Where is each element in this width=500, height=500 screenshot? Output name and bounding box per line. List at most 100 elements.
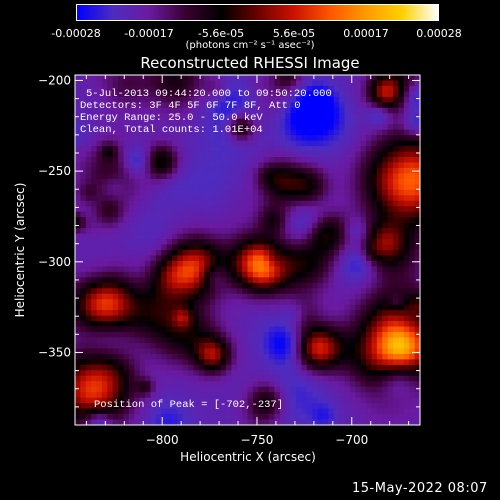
heatmap-cell	[258, 124, 265, 131]
heatmap-cell	[134, 91, 141, 98]
heatmap-cell	[263, 332, 270, 338]
heatmap-cell	[96, 146, 103, 152]
heatmap-cell	[398, 200, 405, 207]
heatmap-cell	[366, 195, 372, 202]
heatmap-cell	[204, 337, 211, 344]
heatmap-cell	[349, 293, 356, 300]
heatmap-cell	[242, 124, 248, 131]
heatmap-cell	[209, 381, 216, 388]
heatmap-cell	[107, 310, 114, 317]
heatmap-cell	[118, 135, 124, 142]
heatmap-cell	[366, 403, 372, 409]
heatmap-cell	[215, 370, 221, 377]
heatmap-cell	[193, 91, 200, 98]
heatmap-cell	[150, 80, 157, 87]
heatmap-cell	[252, 359, 259, 366]
heatmap-cell	[322, 332, 329, 338]
heatmap-cell	[349, 321, 356, 327]
heatmap-cell	[355, 222, 362, 229]
heatmap-cell	[382, 282, 389, 289]
heatmap-cell	[204, 195, 211, 202]
heatmap-cell	[123, 75, 130, 81]
heatmap-cell	[355, 118, 362, 125]
heatmap-cell	[161, 151, 168, 158]
heatmap-cell	[269, 260, 275, 267]
heatmap-cell	[339, 228, 345, 234]
heatmap-cell	[333, 342, 340, 349]
y-tick-label: −250	[38, 164, 71, 178]
heatmap-cell	[75, 135, 81, 142]
heatmap-cell	[204, 397, 211, 404]
heatmap-cell	[285, 359, 292, 366]
heatmap-cell	[75, 233, 81, 240]
heatmap-cell	[236, 277, 243, 284]
heatmap-cell	[112, 217, 119, 224]
heatmap-cell	[198, 392, 205, 399]
heatmap-cell	[107, 282, 114, 289]
heatmap-cell	[285, 386, 292, 393]
heatmap-cell	[155, 342, 162, 349]
heatmap-cell	[182, 200, 189, 207]
heatmap-cell	[112, 228, 119, 234]
heatmap-cell	[215, 288, 221, 295]
heatmap-cell	[161, 129, 168, 136]
x-tick-label: −700	[335, 433, 368, 447]
heatmap-cell	[225, 228, 232, 234]
heatmap-cell	[91, 403, 97, 409]
heatmap-cell	[382, 233, 389, 240]
heatmap-cell	[123, 146, 130, 152]
heatmap-cell	[123, 113, 130, 120]
heatmap-cell	[150, 288, 157, 295]
heatmap-cell	[172, 419, 178, 426]
heatmap-cell	[225, 288, 232, 295]
heatmap-cell	[172, 310, 178, 317]
heatmap-cell	[242, 277, 248, 284]
heatmap-cell	[209, 299, 216, 306]
heatmap-cell	[118, 206, 124, 213]
heatmap-cell	[177, 75, 184, 81]
heatmap-cell	[139, 75, 146, 81]
heatmap-cell	[182, 353, 189, 360]
heatmap-cell	[188, 140, 194, 147]
heatmap-cell	[414, 140, 421, 147]
heatmap-cell	[85, 140, 92, 147]
heatmap-cell	[112, 151, 119, 158]
heatmap-cell	[263, 239, 270, 245]
heatmap-cell	[403, 282, 410, 289]
heatmap-cell	[274, 282, 281, 289]
heatmap-cell	[161, 85, 168, 92]
heatmap-cell	[393, 397, 399, 404]
heatmap-cell	[317, 233, 324, 240]
heatmap-cell	[91, 211, 97, 218]
heatmap-cell	[322, 244, 329, 251]
heatmap-cell	[263, 178, 270, 185]
heatmap-cell	[285, 124, 292, 131]
heatmap-cell	[371, 157, 378, 163]
heatmap-cell	[414, 315, 421, 322]
heatmap-cell	[145, 151, 151, 158]
heatmap-cell	[333, 260, 340, 267]
heatmap-cell	[285, 381, 292, 388]
heatmap-cell	[85, 381, 92, 388]
heatmap-cell	[80, 359, 87, 366]
heatmap-cell	[139, 102, 146, 109]
heatmap-cell	[252, 299, 259, 306]
heatmap-cell	[398, 315, 405, 322]
heatmap-cell	[398, 348, 405, 355]
heatmap-cell	[215, 375, 221, 382]
heatmap-cell	[263, 255, 270, 262]
heatmap-cell	[150, 96, 157, 103]
y-axis-label: Heliocentric Y (arcsec)	[13, 183, 27, 318]
heatmap-cell	[414, 91, 421, 98]
heatmap-cell	[177, 408, 184, 415]
heatmap-cell	[188, 326, 194, 333]
heatmap-cell	[339, 146, 345, 152]
heatmap-cell	[387, 310, 394, 317]
heatmap-cell	[236, 113, 243, 120]
heatmap-cell	[355, 260, 362, 267]
heatmap-cell	[409, 397, 416, 404]
heatmap-cell	[182, 403, 189, 409]
heatmap-cell	[161, 255, 168, 262]
heatmap-cell	[387, 293, 394, 300]
heatmap-cell	[360, 419, 367, 426]
